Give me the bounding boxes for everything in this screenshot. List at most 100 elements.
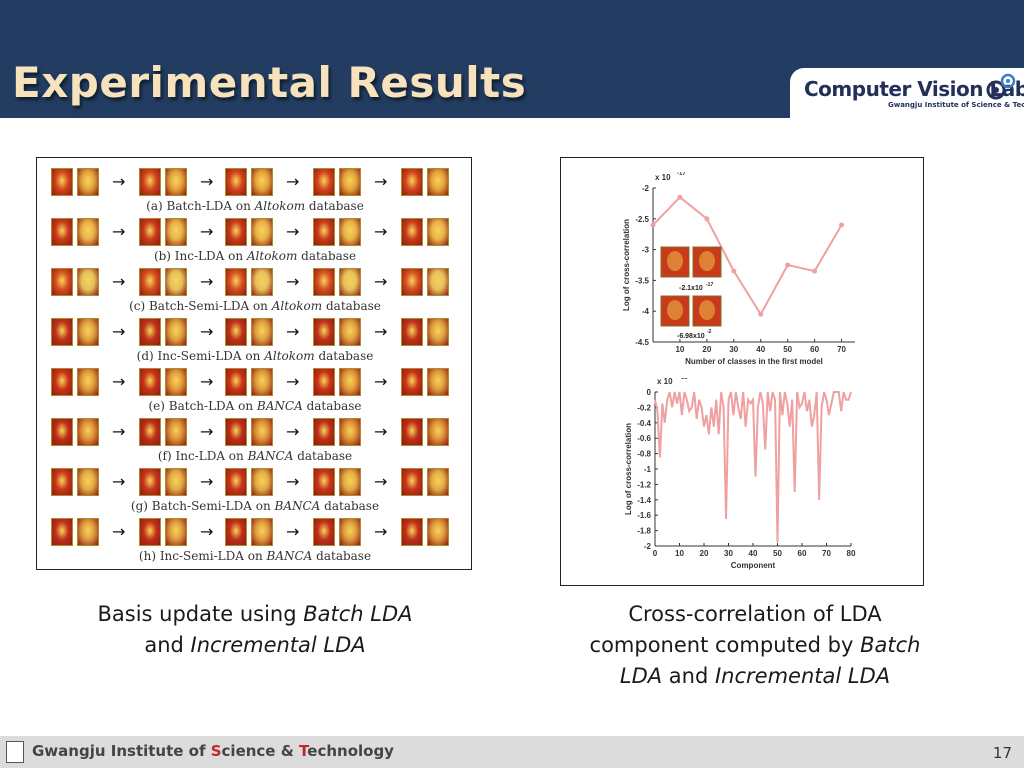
inset-face-highlight xyxy=(667,300,683,320)
caption-text: database xyxy=(322,299,381,313)
basis-face-image xyxy=(427,368,449,396)
basis-face-image xyxy=(251,368,273,396)
basis-face-image xyxy=(51,218,73,246)
basis-face-image xyxy=(401,218,423,246)
x-tick-label: 50 xyxy=(783,345,792,354)
y-tick-label: -0.4 xyxy=(637,419,651,428)
arrow-right-icon: → xyxy=(374,322,388,341)
logo-sub-text: Gwangju Institute of Science & Technolog… xyxy=(888,101,1024,109)
y-tick-label: -3.5 xyxy=(635,276,649,285)
y-tick-label: -0.6 xyxy=(637,434,651,443)
slide-header: Experimental Results Computer Vision Lab… xyxy=(0,0,1024,118)
basis-update-figure: → → → → (a) Batch-LDA on Altokom database → → →… xyxy=(36,157,472,570)
caption-emphasis: Altokom xyxy=(254,199,306,213)
caption-text: (b) Inc-LDA on xyxy=(153,249,247,263)
basis-face-image xyxy=(251,468,273,496)
basis-face-image xyxy=(51,268,73,296)
series-line xyxy=(654,391,852,543)
basis-face-image xyxy=(251,218,273,246)
basis-face-image xyxy=(165,268,187,296)
arrow-right-icon: → xyxy=(200,322,214,341)
x-tick-label: 40 xyxy=(749,549,758,558)
basis-face-image xyxy=(51,418,73,446)
data-point xyxy=(785,262,791,268)
x-tick-label: 60 xyxy=(810,345,819,354)
basis-face-image xyxy=(51,468,73,496)
basis-face-image xyxy=(77,168,99,196)
caption-text: database xyxy=(314,349,374,363)
caption-text: and xyxy=(144,633,191,657)
institute-text: T xyxy=(299,742,308,760)
arrow-right-icon: → xyxy=(374,472,388,491)
inset-label: -6.98x10 xyxy=(677,333,705,340)
basis-face-image xyxy=(427,268,449,296)
y-tick-label: -1 xyxy=(644,465,652,474)
basis-face-image xyxy=(427,218,449,246)
subfigure-caption: (d) Inc-Semi-LDA on Altokom database xyxy=(37,349,473,363)
caption-text: database xyxy=(305,199,364,213)
basis-face-image xyxy=(51,518,73,546)
page-number: 17 xyxy=(992,744,1012,762)
caption-text: (d) Inc-Semi-LDA on xyxy=(136,349,265,363)
basis-face-image xyxy=(77,468,99,496)
basis-face-image xyxy=(427,418,449,446)
x-tick-label: 0 xyxy=(653,549,658,558)
basis-face-image xyxy=(401,418,423,446)
subfigure-caption: (g) Batch-Semi-LDA on BANCA database xyxy=(37,499,473,513)
axis-exponent-label: x 10 xyxy=(657,378,673,386)
x-tick-label: 70 xyxy=(837,345,846,354)
slide-title: Experimental Results xyxy=(12,58,527,107)
face-row: → → → → xyxy=(37,518,473,548)
basis-face-image xyxy=(251,518,273,546)
arrow-right-icon: → xyxy=(286,322,300,341)
arrow-right-icon: → xyxy=(112,322,126,341)
arrow-right-icon: → xyxy=(286,172,300,191)
x-tick-label: 10 xyxy=(675,549,684,558)
caption-text: (a) Batch-LDA on xyxy=(146,199,255,213)
y-axis-label: Log of cross-correlation xyxy=(624,423,633,515)
subfigure-caption: (h) Inc-Semi-LDA on BANCA database xyxy=(37,549,473,563)
y-tick-label: -4 xyxy=(642,307,650,316)
arrow-right-icon: → xyxy=(112,172,126,191)
arrow-right-icon: → xyxy=(200,472,214,491)
basis-face-image xyxy=(225,168,247,196)
basis-face-image xyxy=(139,468,161,496)
arrow-right-icon: → xyxy=(200,372,214,391)
basis-face-image xyxy=(427,518,449,546)
caption-emphasis: BANCA xyxy=(256,399,303,413)
basis-face-image xyxy=(251,168,273,196)
basis-face-image xyxy=(401,268,423,296)
right-figure-caption: Cross-correlation of LDA component compu… xyxy=(560,599,950,692)
basis-face-image xyxy=(225,518,247,546)
slide-footer: Gwangju Institute of Science & Technolog… xyxy=(0,736,1024,768)
basis-face-image xyxy=(139,318,161,346)
caption-emphasis: Incremental LDA xyxy=(714,664,891,688)
data-point xyxy=(650,222,656,228)
basis-face-image xyxy=(401,368,423,396)
institute-text: S xyxy=(210,742,222,760)
arrow-right-icon: → xyxy=(374,272,388,291)
basis-face-image xyxy=(339,168,361,196)
y-tick-label: -4.5 xyxy=(635,338,649,347)
data-point xyxy=(704,216,710,222)
basis-face-image xyxy=(51,368,73,396)
arrow-right-icon: → xyxy=(112,272,126,291)
arrow-right-icon: → xyxy=(286,522,300,541)
caption-text: (e) Batch-LDA on xyxy=(148,399,257,413)
inset-face-highlight xyxy=(667,251,683,271)
basis-face-image xyxy=(165,518,187,546)
caption-text: and xyxy=(662,664,715,688)
caption-emphasis: Altokom xyxy=(264,349,315,363)
basis-face-image xyxy=(313,268,335,296)
caption-emphasis: Altokom xyxy=(271,299,323,313)
y-tick-label: -2 xyxy=(644,542,652,551)
basis-face-image xyxy=(339,468,361,496)
axis-exponent-power: -16 xyxy=(679,378,688,381)
basis-face-image xyxy=(139,368,161,396)
arrow-right-icon: → xyxy=(374,522,388,541)
basis-face-image xyxy=(165,318,187,346)
y-tick-label: -1.4 xyxy=(637,496,651,505)
caption-emphasis: Batch xyxy=(860,633,921,657)
basis-face-image xyxy=(339,268,361,296)
arrow-right-icon: → xyxy=(200,522,214,541)
